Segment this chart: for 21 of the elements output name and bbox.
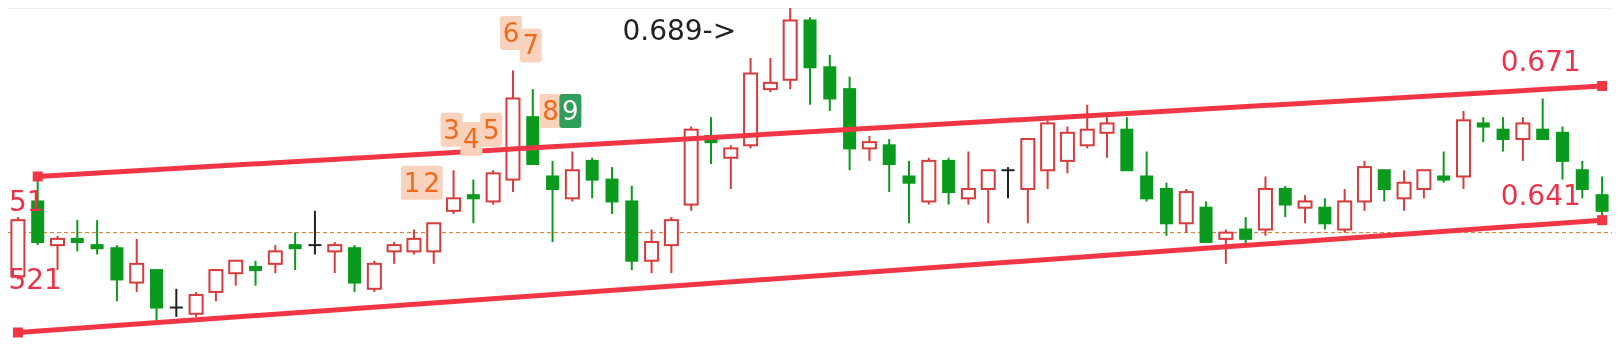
annotation: 8 xyxy=(542,95,559,126)
candlestick xyxy=(605,166,619,215)
annotation: 3 xyxy=(443,114,460,145)
candlestick xyxy=(960,150,976,206)
annotation: 0.641 xyxy=(1500,179,1581,213)
candlestick xyxy=(466,178,480,225)
candlestick xyxy=(902,159,916,225)
annotation: 9 xyxy=(562,95,579,126)
annotation: 1 xyxy=(403,167,421,198)
annotation: 2 xyxy=(423,167,441,198)
candlestick xyxy=(1496,116,1510,153)
annotation: 6 xyxy=(502,17,520,48)
candlestick xyxy=(1396,169,1412,212)
candlestick xyxy=(1318,197,1332,231)
annotation: 521 xyxy=(8,263,62,297)
annotation: 0.689-> xyxy=(622,13,737,47)
annotation: 0.671 xyxy=(1500,45,1581,79)
annotation: 4 xyxy=(463,124,480,155)
candlestick xyxy=(546,159,560,243)
annotation: 5 xyxy=(482,114,500,145)
annotation: 7 xyxy=(522,30,540,61)
